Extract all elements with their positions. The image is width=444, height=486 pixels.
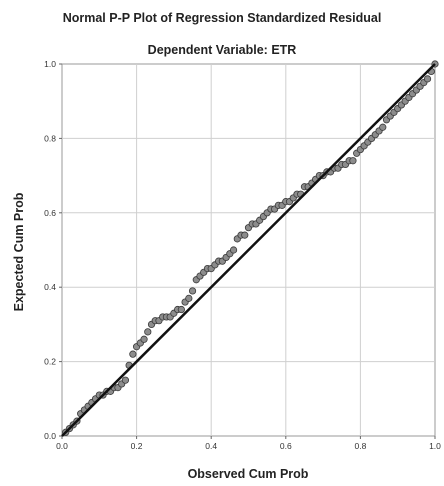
x-tick-label: 0.0 [56, 441, 68, 451]
y-tick-label: 0.6 [44, 208, 56, 218]
data-point [140, 335, 148, 343]
data-point [188, 287, 197, 295]
data-point [129, 350, 137, 358]
chart-title: Normal P-P Plot of Regression Standardiz… [62, 11, 382, 25]
data-point [185, 294, 193, 302]
data-point [229, 246, 238, 254]
grid-lines [62, 64, 435, 436]
x-axis-ticks: 0.0 0.2 0.4 0.6 0.8 1.0 [56, 436, 441, 451]
data-point [423, 75, 432, 83]
y-tick-label: 0.4 [44, 282, 56, 292]
data-point [121, 376, 130, 384]
x-tick-label: 1.0 [429, 441, 441, 451]
data-point [241, 231, 249, 239]
x-tick-label: 0.8 [354, 441, 366, 451]
residual-points [62, 60, 439, 436]
x-tick-label: 0.6 [280, 441, 292, 451]
data-point [349, 157, 357, 165]
x-axis-label: Observed Cum Prob [188, 467, 309, 481]
data-point [177, 305, 185, 314]
y-tick-label: 0.0 [44, 431, 56, 441]
y-tick-label: 0.2 [44, 357, 56, 367]
data-point [144, 328, 152, 336]
y-tick-label: 1.0 [44, 59, 56, 69]
y-tick-label: 0.8 [44, 133, 56, 143]
x-tick-label: 0.4 [205, 441, 217, 451]
y-axis-ticks: 0.0 0.2 0.4 0.6 0.8 1.0 [44, 59, 62, 441]
x-tick-label: 0.2 [131, 441, 143, 451]
chart-subtitle: Dependent Variable: ETR [147, 43, 297, 57]
y-axis-label: Expected Cum Prob [12, 192, 26, 311]
reference-line [61, 63, 436, 437]
data-point [379, 123, 387, 131]
